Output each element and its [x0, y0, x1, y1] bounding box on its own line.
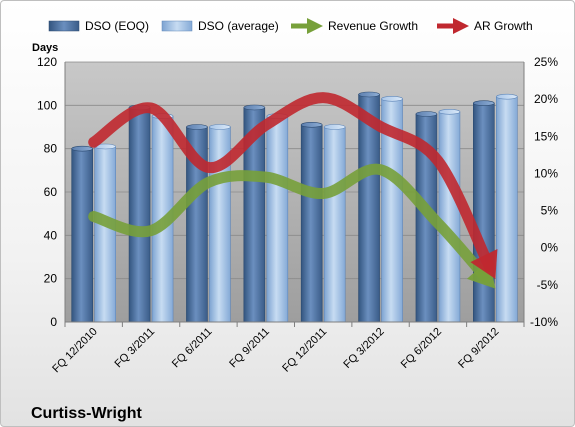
bar-dso-average [496, 93, 518, 323]
legend-label-dso-eoq: DSO (EOQ) [85, 19, 149, 33]
y-left-tick-label: 20 [44, 272, 58, 286]
legend: DSO (EOQ) DSO (average) Revenue Growth A… [48, 18, 533, 34]
y-left-axis-title: Days [32, 42, 58, 54]
bar-dso-average [438, 109, 461, 323]
series-ar-growth [88, 92, 498, 279]
bar-dso-average [381, 96, 403, 323]
legend-item-revenue-growth: Revenue Growth [291, 18, 418, 34]
bars [71, 91, 518, 323]
bar-dso-eoq [473, 100, 495, 323]
y-left-tick-label: 60 [44, 185, 58, 199]
y-right-tick-label: -5% [537, 278, 559, 292]
y-left-tick-label: 40 [44, 228, 58, 242]
x-tick-label: FQ 12/2010 [50, 326, 100, 376]
bar-dso-average [266, 113, 289, 323]
y-left-tick-label: 80 [44, 142, 58, 156]
x-tick-label: FQ 12/2011 [280, 326, 329, 375]
legend-label-dso-average: DSO (average) [198, 19, 279, 33]
y-left-tick-label: 0 [50, 315, 57, 329]
x-tick-label: FQ 6/2012 [399, 326, 444, 371]
y-left-tick-label: 100 [37, 98, 57, 112]
legend-item-ar-growth: AR Growth [437, 18, 533, 34]
y-right-tick-label: 20% [534, 92, 558, 106]
y-right-tick-label: 15% [534, 129, 558, 143]
line-revenue-growth [88, 163, 492, 284]
bar-dso-eoq [128, 104, 151, 323]
company-label: Curtiss-Wright [31, 405, 142, 422]
bar-dso-eoq [71, 145, 93, 323]
bar-dso-eoq [300, 122, 323, 323]
legend-arrowhead-ar-growth [453, 18, 469, 34]
legend-item-dso-eoq: DSO (EOQ) [48, 19, 149, 33]
legend-arrowhead-revenue-growth [307, 18, 323, 34]
x-tick-label: FQ 3/2011 [113, 326, 158, 371]
bar-dso-average [323, 124, 346, 323]
bar-dso-average [94, 143, 116, 323]
x-tick-labels: FQ 12/2010 FQ 3/2011 FQ 6/2011 FQ 9/2011 FQ … [50, 322, 525, 376]
y-right-tick-label: -10% [530, 315, 558, 329]
x-tick-label: FQ 3/2012 [341, 326, 386, 371]
line-ar-growth [88, 92, 495, 272]
x-tick-label: FQ 9/2012 [456, 326, 501, 371]
y-right-tick-labels: -10% -5% 0% 5% 10% 15% 20% 25% [530, 55, 558, 329]
y-right-tick-label: 25% [534, 55, 558, 69]
y-right-tick-label: 10% [534, 166, 558, 180]
y-right-tick-label: 5% [541, 204, 559, 218]
y-left-tick-labels: 0 20 40 60 80 100 120 [37, 55, 57, 329]
legend-label-revenue-growth: Revenue Growth [328, 19, 418, 33]
y-left-tick-label: 120 [37, 55, 57, 69]
legend-item-dso-average: DSO (average) [161, 19, 279, 33]
x-tick-label: FQ 9/2011 [227, 326, 272, 371]
growth-lines [88, 92, 498, 289]
legend-swatch-dso-average [161, 20, 193, 32]
legend-swatch-dso-eoq [48, 20, 80, 32]
y-right-tick-label: 0% [541, 241, 559, 255]
arrowhead-ar-growth [470, 248, 498, 279]
legend-label-ar-growth: AR Growth [474, 19, 533, 33]
x-tick-label: FQ 6/2011 [170, 326, 215, 371]
